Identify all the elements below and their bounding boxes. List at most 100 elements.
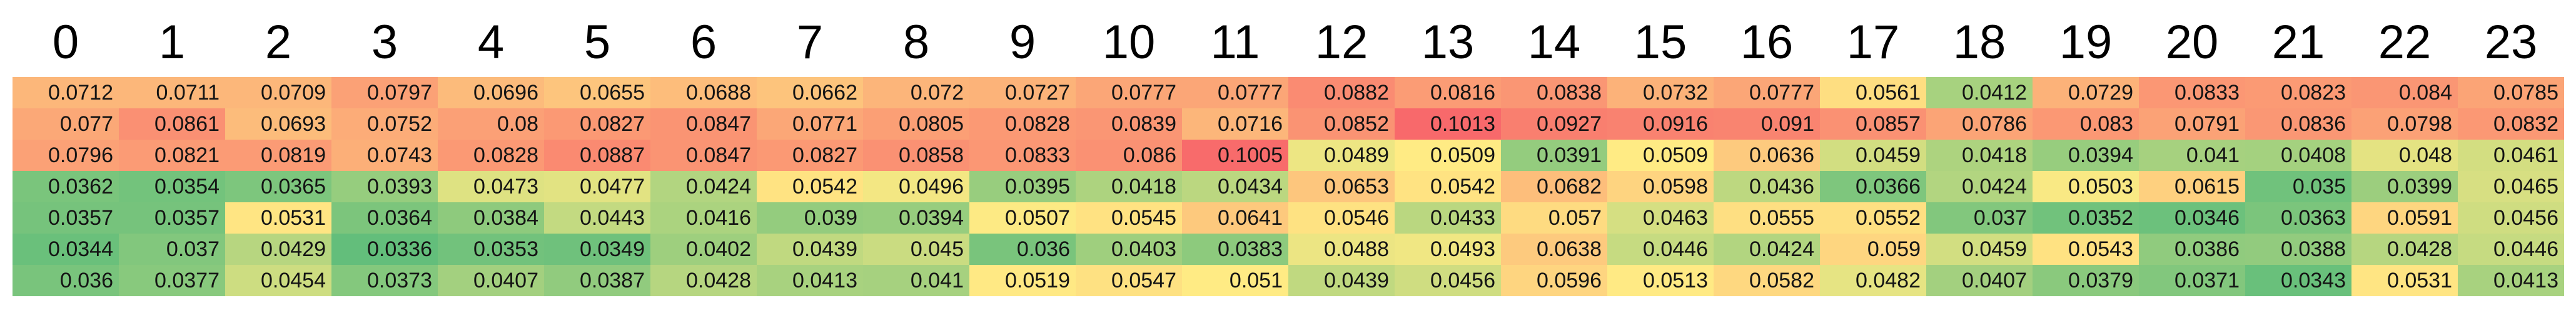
heatmap-cell: 0.0716 (1182, 108, 1288, 140)
heatmap-cell: 0.0693 (225, 108, 331, 140)
heatmap-cell: 0.0354 (119, 171, 225, 202)
heatmap-cell: 0.0839 (1076, 108, 1182, 140)
heatmap-cell: 0.0407 (438, 265, 544, 296)
column-header: 1 (158, 16, 186, 69)
heatmap-cell: 0.0543 (2033, 234, 2139, 265)
heatmap-cell: 0.0852 (1288, 108, 1395, 140)
column-header: 19 (2059, 16, 2113, 69)
heatmap-cell: 0.0882 (1288, 77, 1395, 108)
heatmap-cell: 0.0786 (1926, 108, 2033, 140)
heatmap-cell: 0.0827 (757, 140, 863, 171)
heatmap-cell: 0.0362 (13, 171, 119, 202)
heatmap-cell: 0.0828 (969, 108, 1076, 140)
heatmap-cell: 0.0711 (119, 77, 225, 108)
heatmap-cell: 0.0353 (438, 234, 544, 265)
heatmap-cell: 0.0791 (2139, 108, 2245, 140)
heatmap-cell: 0.0513 (1607, 265, 1714, 296)
heatmap-cell: 0.0545 (1076, 202, 1182, 234)
heatmap-cell: 0.0823 (2245, 77, 2351, 108)
heatmap-cell: 0.0857 (1820, 108, 1926, 140)
heatmap-cell: 0.0727 (969, 77, 1076, 108)
heatmap-cell: 0.0403 (1076, 234, 1182, 265)
heatmap-cell: 0.0927 (1501, 108, 1607, 140)
heatmap-cell: 0.0428 (650, 265, 757, 296)
heatmap-cell: 0.036 (969, 234, 1076, 265)
heatmap-cell: 0.0456 (2458, 202, 2564, 234)
heatmap-cell: 0.0503 (2033, 171, 2139, 202)
heatmap-cell: 0.0833 (969, 140, 1076, 171)
heatmap-cell: 0.0847 (650, 140, 757, 171)
heatmap-cell: 0.0777 (1182, 77, 1288, 108)
column-header: 7 (796, 16, 824, 69)
heatmap-cell: 0.0531 (225, 202, 331, 234)
heatmap-cell: 0.0439 (757, 234, 863, 265)
heatmap-cell: 0.0552 (1820, 202, 1926, 234)
heatmap-cell: 0.0386 (2139, 234, 2245, 265)
column-header: 3 (371, 16, 398, 69)
heatmap-cell: 0.0861 (119, 108, 225, 140)
heatmap-cell: 0.041 (2139, 140, 2245, 171)
heatmap-cell: 0.0712 (13, 77, 119, 108)
column-header: 22 (2378, 16, 2432, 69)
heatmap-cell: 0.0456 (1395, 265, 1501, 296)
heatmap-cell: 0.084 (2351, 77, 2458, 108)
heatmap-cell: 0.0366 (1820, 171, 1926, 202)
column-header: 8 (902, 16, 930, 69)
heatmap-cell: 0.045 (863, 234, 969, 265)
column-header: 4 (477, 16, 505, 69)
heatmap-cell: 0.0391 (1501, 140, 1607, 171)
heatmap-cell: 0.0363 (2245, 202, 2351, 234)
heatmap-cell: 0.036 (13, 265, 119, 296)
heatmap-cell: 0.0547 (1076, 265, 1182, 296)
heatmap-cell: 0.0377 (119, 265, 225, 296)
heatmap-cell: 0.0836 (2245, 108, 2351, 140)
heatmap-cell: 0.0433 (1395, 202, 1501, 234)
heatmap-cell: 0.086 (1076, 140, 1182, 171)
heatmap-cell: 0.0816 (1395, 77, 1501, 108)
heatmap-cell: 0.0582 (1714, 265, 1820, 296)
heatmap-cell: 0.0446 (2458, 234, 2564, 265)
column-header: 5 (583, 16, 611, 69)
heatmap-cell: 0.0729 (2033, 77, 2139, 108)
heatmap-cell: 0.08 (438, 108, 544, 140)
heatmap-cell: 0.0413 (2458, 265, 2564, 296)
column-header: 13 (1421, 16, 1475, 69)
heatmap-cell: 0.0688 (650, 77, 757, 108)
column-header: 12 (1315, 16, 1368, 69)
heatmap-row: 0.0344 0.037 0.0429 0.0336 0.0353 0.0349 0.040… (13, 234, 2564, 265)
heatmap-cell: 0.0473 (438, 171, 544, 202)
heatmap-cell: 0.0819 (225, 140, 331, 171)
heatmap-cell: 0.0402 (650, 234, 757, 265)
heatmap-cell: 0.0465 (2458, 171, 2564, 202)
heatmap-cell: 0.0443 (544, 202, 650, 234)
heatmap-cell: 0.0463 (1607, 202, 1714, 234)
heatmap-cell: 0.0507 (969, 202, 1076, 234)
heatmap-cell: 0.0349 (544, 234, 650, 265)
heatmap-cell: 0.0638 (1501, 234, 1607, 265)
heatmap-cell: 0.0407 (1926, 265, 2033, 296)
heatmap-cell: 0.0488 (1288, 234, 1395, 265)
heatmap-cell: 0.0887 (544, 140, 650, 171)
heatmap-cell: 0.0682 (1501, 171, 1607, 202)
heatmap-row: 0.0357 0.0357 0.0531 0.0364 0.0384 0.0443 0.04… (13, 202, 2564, 234)
heatmap-cell: 0.0394 (863, 202, 969, 234)
column-header: 23 (2484, 16, 2538, 69)
heatmap-cell: 0.1013 (1395, 108, 1501, 140)
column-header-row: 0 1 2 3 4 5 6 7 8 9 10 11 12 13 14 15 16 17 18 19 20 21 22 23 (13, 0, 2564, 77)
heatmap-cell: 0.057 (1501, 202, 1607, 234)
heatmap-cell: 0.0346 (2139, 202, 2245, 234)
heatmap-cell: 0.0489 (1288, 140, 1395, 171)
heatmap-cell: 0.0916 (1607, 108, 1714, 140)
heatmap-cell: 0.0838 (1501, 77, 1607, 108)
heatmap-cell: 0.0641 (1182, 202, 1288, 234)
heatmap-cell: 0.0418 (1926, 140, 2033, 171)
heatmap-cell: 0.0785 (2458, 77, 2564, 108)
heatmap-cell: 0.0797 (331, 77, 438, 108)
heatmap-cell: 0.0542 (1395, 171, 1501, 202)
heatmap-cell: 0.0531 (2351, 265, 2458, 296)
heatmap-cell: 0.0615 (2139, 171, 2245, 202)
heatmap-cell: 0.0461 (2458, 140, 2564, 171)
heatmap-cell: 0.035 (2245, 171, 2351, 202)
heatmap-cell: 0.0653 (1288, 171, 1395, 202)
heatmap-cell: 0.0379 (2033, 265, 2139, 296)
